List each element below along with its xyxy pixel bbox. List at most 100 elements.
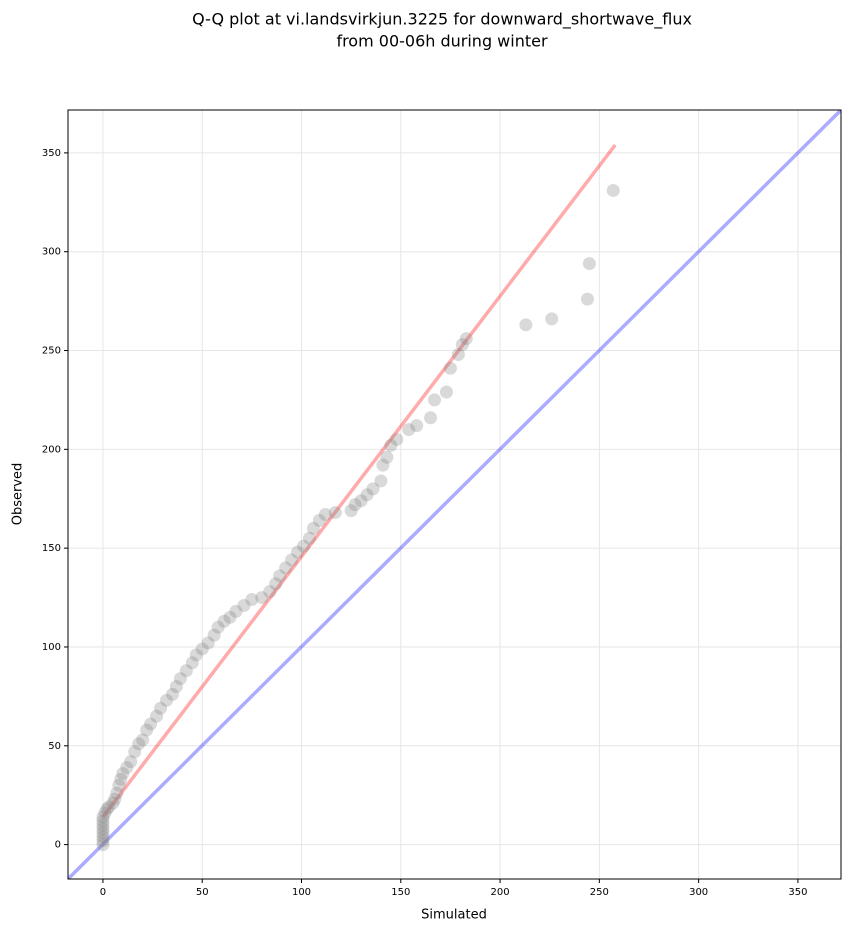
point [179,664,193,678]
point [110,786,124,800]
point [455,338,469,352]
point [124,755,138,769]
x-tick-label: 250 [590,887,609,898]
point [96,826,110,840]
point [189,648,203,662]
chart-title: Q-Q plot at vi.landsvirkjun.3225 for dow… [192,10,692,30]
point [328,506,342,520]
point [374,474,388,488]
point [159,693,173,707]
y-tick-label: 100 [42,642,61,653]
point [354,494,368,508]
x-tick-label: 150 [391,887,410,898]
point [150,709,164,723]
point [380,450,394,464]
point [98,806,112,820]
point [519,318,533,332]
grid [68,110,841,879]
point [211,620,225,634]
axes-frame [67,109,842,880]
point [144,717,158,731]
point [120,761,134,775]
point [154,701,168,715]
point [269,577,283,591]
point [96,822,110,836]
ticks: 0 50 100 150 200 250 300 350 0 50 100 150 200 250 300 3… [42,148,808,898]
point [96,814,110,828]
point [102,800,116,814]
point [376,458,390,472]
point [318,508,332,522]
point [459,332,473,346]
point [106,796,120,810]
point [132,737,146,751]
point [402,423,416,437]
x-tick-label: 100 [292,887,311,898]
reference-line [68,110,841,879]
point [384,438,398,452]
point [116,766,130,780]
point [185,656,199,670]
point [100,802,114,816]
y-tick-label: 50 [48,741,61,752]
point [443,361,457,375]
y-tick-label: 150 [42,543,61,554]
point [312,513,326,527]
point [169,680,183,694]
point [140,723,154,737]
point [195,642,209,656]
point [263,585,277,599]
point [223,610,237,624]
point [428,393,442,407]
point [114,772,128,786]
y-tick-label: 0 [55,840,61,851]
y-tick-label: 300 [42,247,61,258]
point [96,838,110,852]
point [390,432,404,446]
y-axis-label: Observed [11,463,26,526]
point [255,591,269,605]
point [136,733,150,747]
point [606,183,620,197]
point [207,628,221,642]
point [201,636,215,650]
point [273,569,287,583]
point [302,531,316,545]
point [306,521,320,535]
point [112,778,126,792]
point [582,257,596,271]
x-tick-label: 0 [100,887,106,898]
point [279,561,293,575]
point [344,504,358,518]
point [96,834,110,848]
point [348,498,362,512]
point [296,539,310,553]
point [96,810,110,824]
point [451,347,465,361]
point [285,553,299,567]
point [217,614,231,628]
point [545,312,559,326]
point [165,687,179,701]
x-axis-label: Simulated [421,908,487,923]
plot-area [68,110,841,879]
point [96,818,110,832]
point [424,411,438,425]
point [96,830,110,844]
y-tick-label: 250 [42,346,61,357]
point [360,488,374,502]
point [366,482,380,496]
chart-subtitle: from 00-06h during winter [336,32,548,51]
point [128,745,142,759]
point [229,604,243,618]
y-tick-label: 200 [42,444,61,455]
point [173,672,187,686]
point [410,419,424,433]
reference-line [101,143,617,819]
x-tick-label: 50 [196,887,209,898]
point [237,598,251,612]
x-tick-label: 350 [788,887,807,898]
x-tick-label: 200 [491,887,510,898]
x-tick-label: 300 [689,887,708,898]
